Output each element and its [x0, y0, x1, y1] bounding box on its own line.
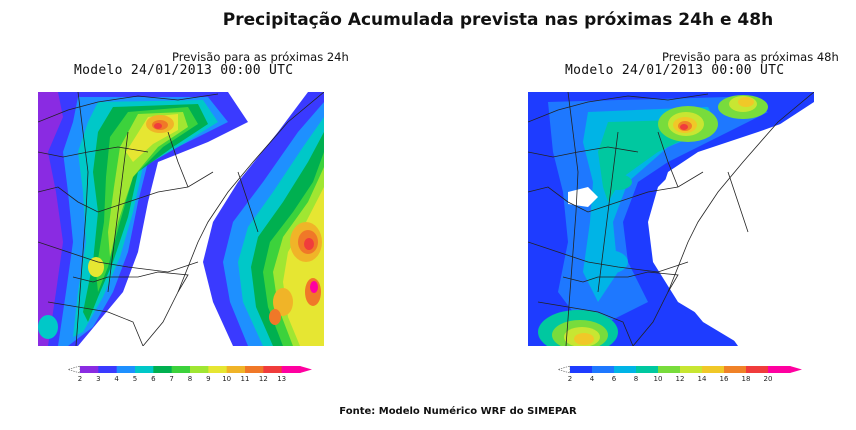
colorbar-swatch: [153, 366, 173, 373]
colorbar-swatch: [263, 366, 283, 373]
colorbar-tick-label: 20: [764, 375, 773, 383]
colorbar-tick-label: 10: [222, 375, 231, 383]
colorbar-upper-arrow: [790, 366, 802, 373]
colorbar-tick-label: 7: [169, 375, 173, 383]
colorbar-tick-label: 6: [612, 375, 617, 383]
colorbar-swatch: [245, 366, 264, 373]
colorbar-tick-label: 4: [590, 375, 595, 383]
colorbar-swatch: [636, 366, 659, 373]
colorbar-swatch: [171, 366, 191, 373]
colorbar-swatch: [680, 366, 703, 373]
colorbar-lower-arrow: [556, 365, 571, 374]
colorbar-tick-label: 14: [698, 375, 707, 383]
colorbar-swatch: [658, 366, 681, 373]
colorbar-tick-label: 6: [151, 375, 156, 383]
colorbar-tick-label: 16: [720, 375, 729, 383]
colorbar-swatch: [746, 366, 769, 373]
colorbar-swatch: [724, 366, 747, 373]
colorbar-swatch: [702, 366, 725, 373]
colorbar-tick-label: 3: [96, 375, 100, 383]
map-24h: [38, 92, 324, 346]
colorbar-tick-label: 5: [133, 375, 137, 383]
colorbar-swatch: [281, 366, 301, 373]
colorbar-lower-arrow: [66, 365, 81, 374]
colorbar-swatch: [116, 366, 136, 373]
panel-48h-model-run: Modelo 24/01/2013 00:00 UTC: [565, 63, 785, 78]
colorbar-24h: 2 3 4 5 6 7 8 9 10 11 12 13: [66, 365, 312, 383]
colorbar-tick-label: 8: [634, 375, 638, 383]
colorbar-tick-label: 2: [568, 375, 572, 383]
colorbar-tick-label: 13: [277, 375, 286, 383]
colorbar-upper-arrow: [300, 366, 312, 373]
colorbar-tick-label: 12: [259, 375, 268, 383]
colorbar-swatch: [135, 366, 154, 373]
colorbar-swatch: [98, 366, 118, 373]
colorbar-swatch: [226, 366, 246, 373]
colorbar-swatch: [592, 366, 615, 373]
source-note: Fonte: Modelo Numérico WRF do SIMEPAR: [339, 406, 577, 417]
colorbar-swatch: [768, 366, 791, 373]
colorbar-tick-label: 11: [241, 375, 250, 383]
main-title: Precipitação Acumulada prevista nas próx…: [222, 10, 774, 30]
colorbar-swatch: [614, 366, 637, 373]
map-48h: [528, 92, 814, 346]
panel-24h-subtitle: Previsão para as próximas 24h: [172, 50, 349, 64]
colorbar-tick-label: 18: [742, 375, 751, 383]
colorbar-tick-label: 4: [114, 375, 119, 383]
colorbar-tick-label: 2: [78, 375, 82, 383]
colorbar-swatch: [208, 366, 228, 373]
panel-24h-model-run: Modelo 24/01/2013 00:00 UTC: [74, 63, 294, 78]
colorbar-tick-label: 9: [206, 375, 210, 383]
colorbar-swatch: [80, 366, 99, 373]
colorbar-tick-label: 8: [188, 375, 192, 383]
colorbar-swatch: [570, 366, 593, 373]
panel-48h-subtitle: Previsão para as próximas 48h: [662, 50, 839, 64]
colorbar-tick-label: 10: [654, 375, 663, 383]
colorbar-tick-label: 12: [676, 375, 685, 383]
colorbar-swatch: [190, 366, 209, 373]
colorbar-48h: 2 4 6 8 10 12 14 16 18 20: [556, 365, 802, 383]
